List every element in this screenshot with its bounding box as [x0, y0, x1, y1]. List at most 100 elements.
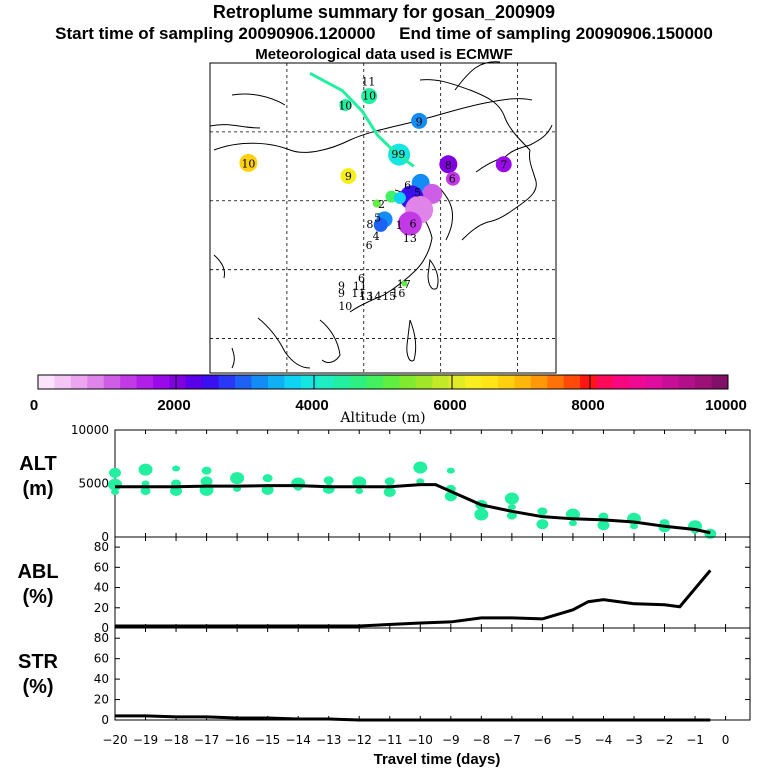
- y-tick-label: 20: [94, 601, 109, 615]
- day-label: 9: [338, 280, 345, 293]
- colorbar: 0 2000 4000 6000 8000 10000 Altitude (m): [30, 374, 747, 426]
- x-tick-label: −2: [656, 733, 674, 747]
- scatter-point: [597, 520, 610, 531]
- korea-coast: [439, 187, 453, 241]
- day-label: 6: [409, 218, 416, 231]
- y-tick-label: 40: [94, 581, 109, 595]
- plume-blob: [445, 171, 460, 186]
- day-label: 17: [397, 278, 411, 291]
- colorbar-cell: [563, 375, 581, 389]
- panel-altitude: ALT (m) 0 5000 10000: [19, 423, 751, 544]
- day-label: 14: [368, 290, 382, 303]
- colorbar-cell: [153, 375, 170, 389]
- plume-blob: [239, 153, 258, 172]
- day-label: 7: [500, 158, 507, 171]
- x-tick-label: −11: [377, 733, 402, 747]
- x-tick-label: −19: [133, 733, 158, 747]
- colorbar-cell: [70, 375, 88, 389]
- y-axis-label: STR: [18, 651, 59, 673]
- colorbar-cell: [317, 375, 335, 389]
- plume-markers: [239, 88, 512, 287]
- day-label: 11: [361, 76, 375, 89]
- day-label: 9: [338, 287, 345, 300]
- colorbar-label: Altitude (m): [339, 410, 425, 426]
- colorbar-cell: [399, 375, 417, 389]
- x-tick-label: −12: [347, 733, 372, 747]
- colorbar-cell: [120, 375, 138, 389]
- plume-blob: [495, 156, 512, 173]
- panel-str: STR (%) 0 20 40 60 80: [18, 627, 751, 727]
- y-tick-label: 80: [94, 540, 109, 554]
- colorbar-cell: [284, 375, 302, 389]
- border-line: [454, 61, 501, 91]
- colorbar-cell: [645, 375, 663, 389]
- y-tick-label: 0: [101, 530, 109, 544]
- scatter-point: [261, 484, 274, 495]
- plume-blob: [411, 112, 428, 129]
- philippines-coast: [406, 319, 417, 362]
- y-axis-unit: (%): [22, 586, 53, 608]
- colorbar-tick-label: 0: [30, 397, 38, 414]
- x-tick-label: −7: [503, 733, 521, 747]
- day-label: 13: [359, 290, 373, 303]
- colorbar-cell: [596, 375, 614, 389]
- day-label: 10: [338, 100, 352, 113]
- colorbar-cell: [383, 375, 400, 389]
- colorbar-cell: [268, 375, 285, 389]
- colorbar-cell: [629, 375, 647, 389]
- colorbar-tick-label: 6000: [433, 397, 466, 414]
- day-label: 13: [403, 232, 417, 245]
- x-tick-label: −6: [534, 733, 552, 747]
- x-tick-label: −3: [625, 733, 643, 747]
- colorbar-cell: [662, 375, 680, 389]
- y-tick-label: 20: [94, 693, 109, 707]
- mean-trajectory: [309, 72, 415, 168]
- scatter-point: [108, 478, 122, 491]
- scatter-point: [384, 477, 395, 486]
- day-label: 10: [241, 158, 255, 171]
- chart-title: Retroplume summary for gosan_200909: [212, 2, 556, 22]
- coastline: [475, 124, 553, 173]
- colorbar-cell: [103, 375, 121, 389]
- colorbar-cell: [711, 375, 729, 389]
- scatter-point: [504, 492, 519, 505]
- x-tick-label: −1: [686, 733, 704, 747]
- x-tick-label: −9: [442, 733, 460, 747]
- colorbar-cell: [465, 375, 483, 389]
- colorbar-cell: [54, 375, 72, 389]
- scatter-point: [138, 463, 153, 476]
- indochina-coast: [257, 317, 311, 369]
- colorbar-cell: [185, 375, 203, 389]
- scatter-point: [536, 519, 549, 530]
- y-tick-label: 10000: [71, 423, 109, 437]
- met-data-label: Meteorological data used is ECMWF: [255, 46, 513, 63]
- day-label: 5: [414, 187, 421, 200]
- colorbar-cell: [481, 375, 499, 389]
- colorbar-tick-label: 10000: [705, 397, 747, 414]
- scatter-point: [355, 487, 364, 494]
- x-tick-label: −8: [472, 733, 490, 747]
- y-tick-label: 5000: [78, 477, 109, 491]
- x-tick-label: −13: [316, 733, 341, 747]
- day-label: 9: [345, 170, 352, 183]
- y-tick-label: 80: [94, 631, 109, 645]
- colorbar-frame: [37, 374, 729, 390]
- colorbar-cell: [580, 375, 598, 389]
- colorbar-cell: [202, 375, 220, 389]
- day-label: 8: [445, 159, 452, 172]
- coastline: [213, 254, 225, 279]
- border-line: [213, 98, 533, 153]
- y-axis-label: ABL: [17, 561, 58, 583]
- day-label: 9: [416, 116, 423, 129]
- y-tick-label: 60: [94, 560, 109, 574]
- colorbar-cell: [514, 375, 532, 389]
- colorbar-tick-label: 2000: [157, 397, 190, 414]
- colorbar-cell: [300, 375, 318, 389]
- japan-coast: [461, 149, 537, 241]
- colorbar-cell: [547, 375, 565, 389]
- scatter-point: [629, 523, 638, 530]
- trajectory-line: [309, 72, 415, 168]
- scatter-point: [291, 477, 306, 490]
- plume-blob: [373, 217, 388, 232]
